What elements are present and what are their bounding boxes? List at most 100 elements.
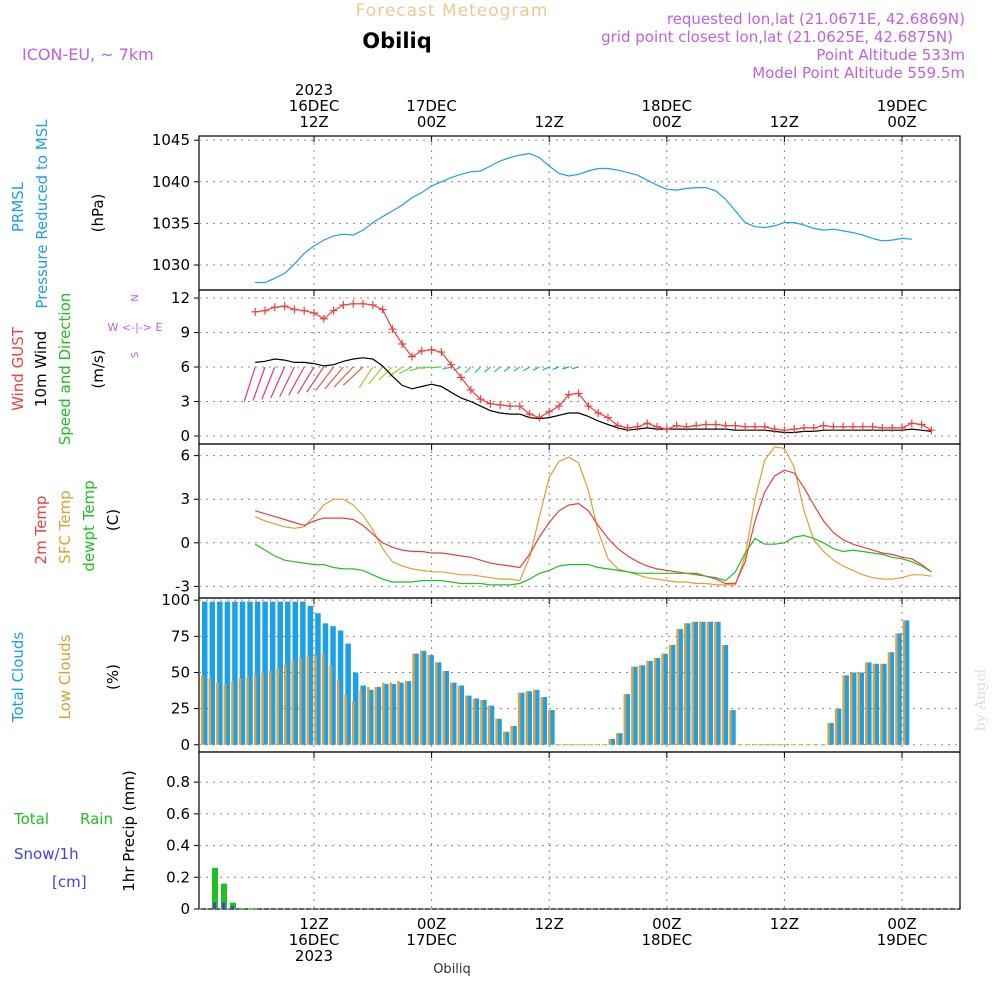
total-cloud-bar [609, 738, 615, 745]
wind-direction-arrow [288, 366, 305, 396]
low-cloud-bar [661, 653, 664, 745]
total-cloud-bar [413, 653, 419, 745]
total-cloud-bar [443, 671, 449, 745]
total-cloud-bar [315, 613, 321, 745]
gust-marker [898, 423, 906, 432]
gust-marker [770, 425, 779, 434]
gust-marker [447, 360, 456, 369]
gust-marker [349, 299, 358, 308]
gust-marker [692, 421, 701, 430]
total-cloud-bar [352, 672, 359, 745]
y-tick-label: 0 [180, 736, 190, 754]
gust-marker [868, 422, 877, 431]
total-cloud-bar [707, 621, 714, 745]
total-cloud-bar [239, 601, 246, 745]
low-cloud-bar [344, 694, 347, 745]
low-cloud-bar [359, 689, 362, 745]
top-time-label: 00Z [652, 113, 681, 131]
bottom-time-label: 12Z [535, 915, 564, 933]
gust-marker [800, 423, 808, 432]
total-cloud-bar [292, 601, 299, 745]
low-cloud-bar [412, 653, 415, 745]
total-cloud-bar [684, 623, 691, 745]
total-cloud-bar [405, 681, 412, 745]
label-2m-temp: 2m Temp [32, 496, 50, 565]
forecast-title: Forecast Meteogram [356, 1, 549, 21]
total-cloud-bar [541, 697, 548, 745]
low-cloud-bar [887, 652, 891, 745]
y-tick-label: 0 [180, 427, 190, 445]
compass-we: W <-|-> E [108, 321, 163, 334]
wind-direction-arrow [252, 366, 266, 401]
snow-bar [231, 905, 234, 909]
low-cloud-bar [291, 660, 295, 745]
low-cloud-bar [540, 697, 544, 745]
label-precip-mm: 1hr Precip (mm) [120, 770, 138, 891]
chart-marks: 202316DEC12Z12Z16DEC202317DEC00Z00Z17DEC… [152, 81, 960, 965]
wind-direction-arrow [484, 366, 491, 373]
total-cloud-bar [375, 686, 382, 745]
wind-direction-arrow [315, 366, 335, 391]
total-cloud-bar [624, 694, 631, 745]
wind-direction-arrow [342, 366, 364, 386]
total-cloud-bar [481, 699, 487, 745]
credit: by Angel [973, 668, 989, 731]
gust-marker [819, 421, 828, 430]
model-label: ICON-EU, ~ 7km [22, 45, 154, 64]
gust-marker [280, 302, 289, 311]
low-cloud-bar [329, 665, 332, 745]
gust-marker [388, 325, 397, 334]
low-cloud-bar [284, 665, 287, 745]
low-cloud-bar [729, 710, 732, 745]
gust-marker [408, 352, 416, 361]
low-cloud-bar [653, 658, 657, 745]
total-cloud-bar [730, 710, 736, 745]
low-cloud-bar [208, 678, 212, 745]
top-time-label: 16DEC [289, 97, 340, 115]
pressure-line [255, 152, 912, 284]
y-tick-label: 0.4 [166, 837, 190, 855]
total-cloud-bar [458, 685, 465, 745]
low-cloud-bar [246, 676, 249, 745]
y-tick-label: 0.6 [166, 805, 190, 823]
low-cloud-bar [336, 679, 340, 745]
low-cloud-bar [382, 682, 385, 745]
label-hpa: (hPa) [89, 194, 107, 233]
gust-marker [790, 425, 799, 434]
gust-marker [741, 422, 750, 431]
low-cloud-bar [510, 725, 513, 745]
y-tick-label: 0 [180, 534, 190, 552]
total-cloud-bar [277, 601, 283, 745]
total-cloud-bar [669, 644, 676, 745]
total-cloud-bar [307, 605, 314, 745]
top-time-label: 00Z [417, 113, 446, 131]
total-cloud-bar [617, 733, 623, 745]
gust-marker [535, 413, 544, 422]
label-percent: (%) [104, 664, 122, 690]
wind-direction-arrow [306, 366, 325, 393]
gust-marker [476, 395, 485, 404]
y-tick-label: 100 [161, 591, 190, 609]
low-cloud-bar [472, 698, 476, 745]
precip-panel [198, 751, 961, 910]
bottom-time-label: 00Z [417, 915, 446, 933]
total-cloud-bar [285, 601, 291, 745]
snow-bar [222, 902, 225, 909]
gust-marker [878, 423, 887, 432]
total-cloud-bar [368, 689, 374, 745]
low-cloud-bar [608, 738, 611, 745]
y-tick-label: 3 [180, 490, 190, 508]
gust-marker [329, 306, 338, 315]
top-time-label: 12Z [535, 113, 564, 131]
y-tick-label: 1040 [152, 173, 190, 191]
low-cloud-bar [495, 718, 498, 745]
low-cloud-bar [374, 686, 378, 745]
total-cloud-bar [247, 601, 253, 745]
label-celsius: (C) [104, 509, 122, 531]
total-cloud-bar [496, 718, 502, 745]
gust-marker [702, 420, 710, 429]
top-time-label: 17DEC [406, 97, 457, 115]
total-cloud-bar [503, 731, 510, 745]
y-tick-label: 0 [180, 900, 190, 918]
gust-marker [584, 402, 593, 411]
